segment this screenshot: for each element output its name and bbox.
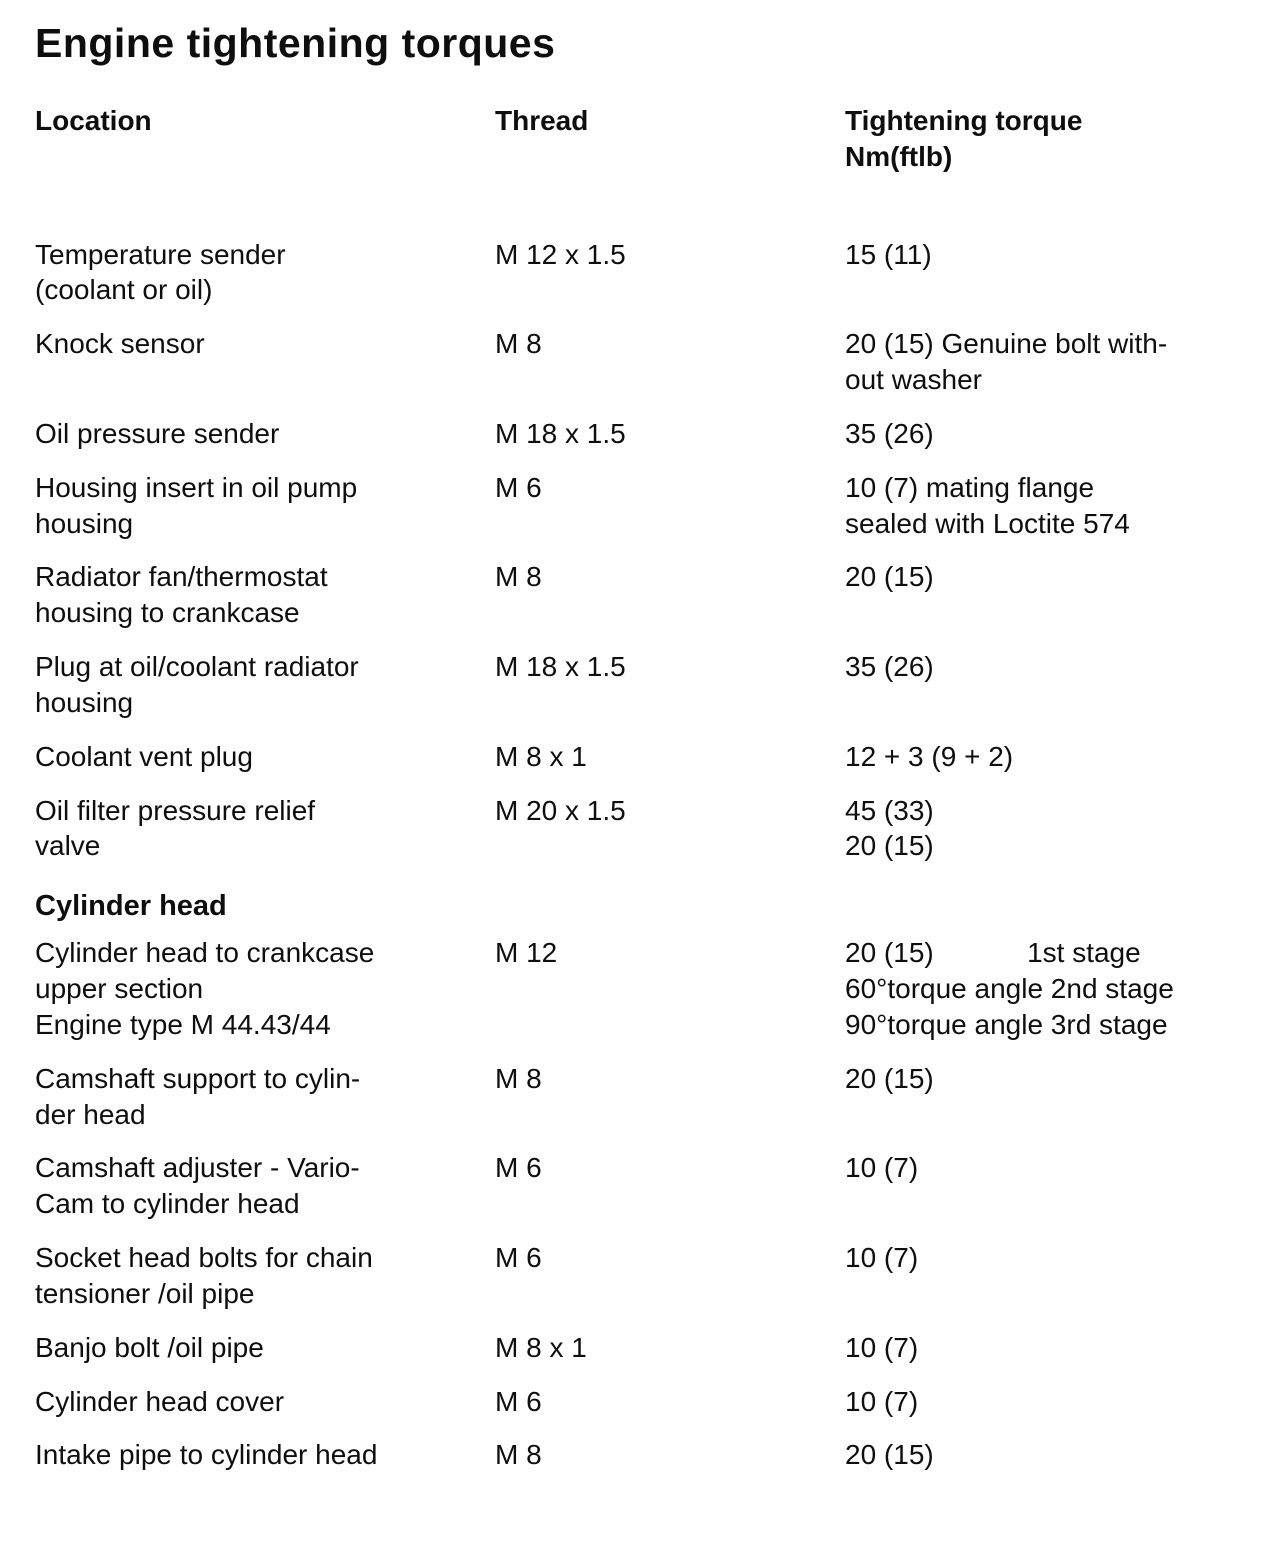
page-title: Engine tightening torques: [35, 20, 556, 66]
thread-cell: M 6: [495, 1242, 542, 1274]
location-cell: Socket head bolts for chain tensioner /o…: [35, 1242, 373, 1309]
torque-cell: 12 + 3 (9 + 2): [845, 740, 1014, 772]
location-cell: Housing insert in oil pump housing: [35, 471, 358, 539]
table-row: Housing insert in oil pump housing M 6 1…: [35, 470, 1236, 542]
torque-cell: 10 (7): [845, 1242, 919, 1274]
header-thread: Thread: [495, 105, 589, 136]
location-cell: Oil filter pressure relief valve: [35, 794, 316, 862]
torque-cell: 45 (33) 20 (15): [845, 794, 934, 862]
table-row: Oil filter pressure relief valve M 20 x …: [35, 793, 1236, 865]
location-cell: Banjo bolt /oil pipe: [35, 1331, 264, 1363]
torque-cell: 20 (15) Genuine bolt with- out washer: [845, 328, 1168, 396]
table-row: Radiator fan/thermostat housing to crank…: [35, 559, 1236, 631]
thread-cell: M 6: [495, 471, 542, 503]
table-row: Knock sensor M 8 20 (15) Genuine bolt wi…: [35, 326, 1236, 398]
table-row: Oil pressure sender M 18 x 1.5 35 (26): [35, 416, 1236, 452]
location-cell: Cylinder head cover: [35, 1385, 285, 1417]
location-cell: Oil pressure sender: [35, 417, 280, 449]
thread-cell: M 8: [495, 1062, 542, 1094]
torque-cell: 20 (15): [845, 1439, 934, 1471]
location-cell: Knock sensor: [35, 328, 205, 360]
table-row: Intake pipe to cylinder head M 8 20 (15): [35, 1437, 1236, 1473]
table-row: Camshaft adjuster - Vario- Cam to cylind…: [35, 1150, 1236, 1222]
thread-cell: M 12 x 1.5: [495, 238, 626, 270]
thread-cell: M 8: [495, 561, 542, 593]
thread-cell: M 20 x 1.5: [495, 794, 626, 826]
table-row: Socket head bolts for chain tensioner /o…: [35, 1240, 1236, 1312]
table-row: Cylinder head cover M 6 10 (7): [35, 1384, 1236, 1420]
thread-cell: M 6: [495, 1385, 542, 1417]
table-row: Plug at oil/coolant radiator housing M 1…: [35, 649, 1236, 721]
thread-cell: M 8 x 1: [495, 740, 587, 772]
thread-cell: M 8 x 1: [495, 1331, 587, 1363]
location-cell: Coolant vent plug: [35, 740, 253, 772]
location-cell: Temperature sender (coolant or oil): [35, 238, 286, 306]
table-row: Camshaft support to cylin- der head M 8 …: [35, 1061, 1236, 1133]
torque-cell: 35 (26): [845, 651, 934, 683]
table-row: Coolant vent plug M 8 x 1 12 + 3 (9 + 2): [35, 739, 1236, 775]
torque-cell: 20 (15) 1st stage 60°torque angle 2nd st…: [845, 937, 1174, 1040]
thread-cell: M 18 x 1.5: [495, 417, 626, 449]
thread-cell: M 6: [495, 1152, 542, 1184]
location-cell: Camshaft support to cylin- der head: [35, 1062, 361, 1130]
torque-cell: 10 (7): [845, 1331, 919, 1363]
table-row: Cylinder head to crankcase upper section…: [35, 935, 1236, 1042]
location-cell: Intake pipe to cylinder head: [35, 1439, 378, 1471]
torque-cell: 10 (7): [845, 1385, 919, 1417]
thread-cell: M 8: [495, 328, 542, 360]
thread-cell: M 8: [495, 1439, 542, 1471]
torque-cell: 15 (11): [845, 238, 932, 270]
torque-cell: 35 (26): [845, 417, 934, 449]
header-torque: Tightening torque Nm(ftlb): [845, 105, 1083, 172]
torque-cell: 20 (15): [845, 1062, 934, 1094]
header-location: Location: [35, 105, 152, 136]
location-cell: Radiator fan/thermostat housing to crank…: [35, 561, 328, 629]
location-cell: Camshaft adjuster - Vario- Cam to cylind…: [35, 1152, 360, 1220]
location-cell: Cylinder head to crankcase upper section…: [35, 937, 375, 1040]
table-row: Temperature sender (coolant or oil) M 12…: [35, 237, 1236, 309]
torque-cell: 10 (7) mating flange sealed with Loctite…: [845, 471, 1130, 539]
section-heading-cylinder-head: Cylinder head: [35, 890, 227, 923]
table-header: Location Thread Tightening torque Nm(ftl…: [35, 103, 1236, 175]
thread-cell: M 12: [495, 937, 558, 969]
location-cell: Plug at oil/coolant radiator housing: [35, 651, 359, 718]
torque-cell: 10 (7): [845, 1152, 919, 1184]
table-row: Banjo bolt /oil pipe M 8 x 1 10 (7): [35, 1330, 1236, 1366]
thread-cell: M 18 x 1.5: [495, 651, 626, 683]
torque-cell: 20 (15): [845, 561, 934, 593]
